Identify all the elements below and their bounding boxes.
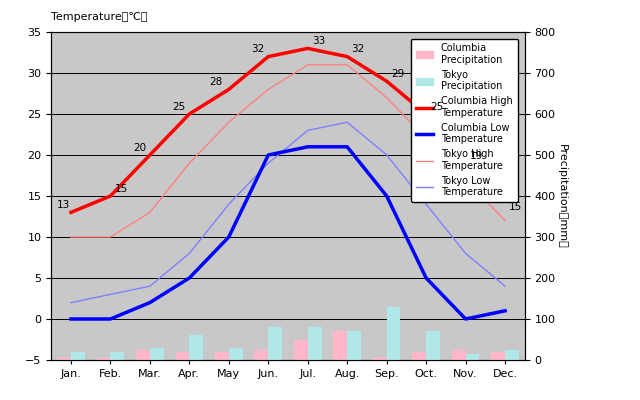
Y-axis label: Precipitation（mm）: Precipitation（mm） <box>557 144 567 248</box>
Bar <box>452 350 465 360</box>
Bar <box>505 350 519 360</box>
Text: 33: 33 <box>312 36 325 46</box>
Bar <box>466 354 479 360</box>
Text: Temperature（℃）: Temperature（℃） <box>51 12 148 22</box>
Bar <box>426 331 440 360</box>
Bar <box>150 348 164 360</box>
Bar <box>347 331 361 360</box>
Text: 19: 19 <box>470 151 483 161</box>
Bar <box>111 352 124 360</box>
Text: 25: 25 <box>173 102 186 112</box>
Text: 29: 29 <box>391 69 404 79</box>
Text: 28: 28 <box>209 77 223 87</box>
Legend: Columbia
Precipitation, Tokyo
Precipitation, Columbia High
Temperature, Columbia: Columbia Precipitation, Tokyo Precipitat… <box>411 38 518 202</box>
Text: 13: 13 <box>57 200 70 210</box>
Bar <box>57 358 71 360</box>
Bar <box>333 331 347 360</box>
Text: 32: 32 <box>351 44 365 54</box>
Text: 25: 25 <box>430 102 444 112</box>
Bar <box>71 352 84 360</box>
Bar <box>308 327 321 360</box>
Bar <box>373 358 387 360</box>
Text: 15: 15 <box>115 184 128 194</box>
Bar <box>215 352 229 360</box>
Bar <box>412 352 426 360</box>
Text: 20: 20 <box>133 143 147 153</box>
Text: 32: 32 <box>252 44 265 54</box>
Bar <box>268 327 282 360</box>
Bar <box>189 335 203 360</box>
Bar <box>255 350 268 360</box>
Bar <box>294 340 308 360</box>
Bar <box>229 348 243 360</box>
Bar <box>387 307 401 360</box>
Bar <box>136 350 150 360</box>
Bar <box>492 352 505 360</box>
Bar <box>175 352 189 360</box>
Text: 15: 15 <box>509 202 522 212</box>
Bar <box>97 358 110 360</box>
